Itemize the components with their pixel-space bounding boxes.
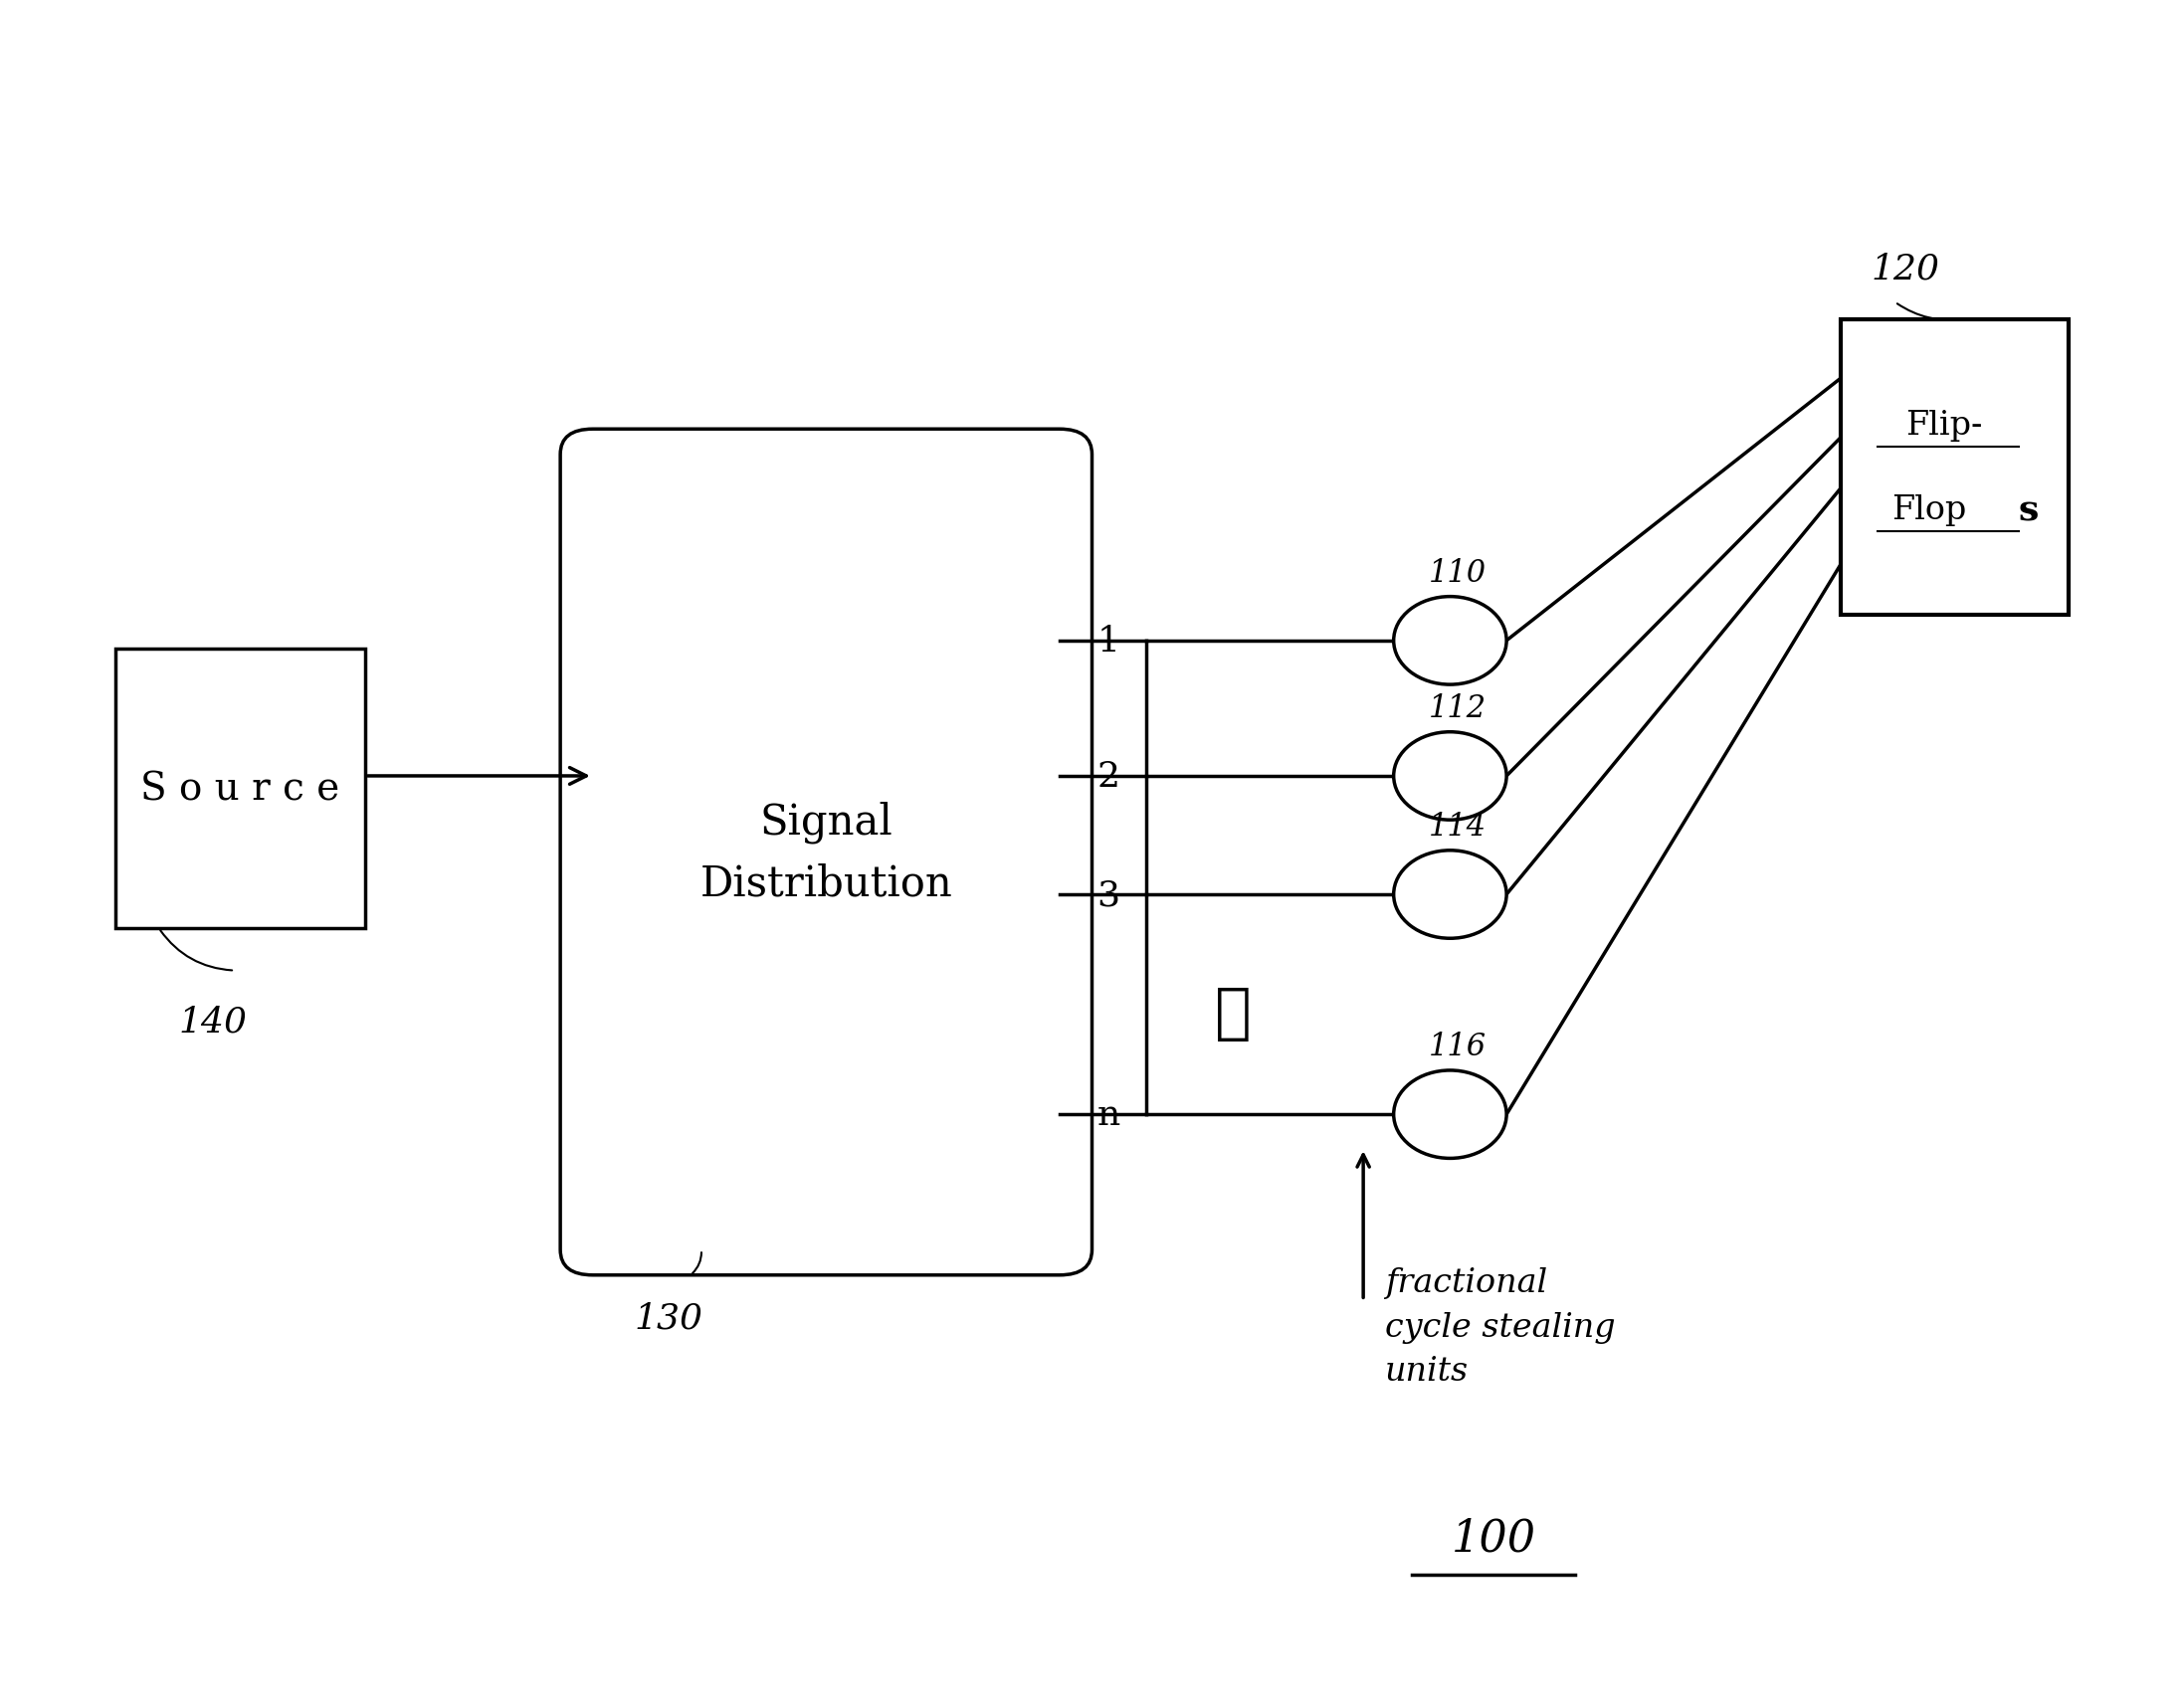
Text: S o u r c e: S o u r c e (140, 771, 341, 808)
Circle shape (1393, 851, 1507, 939)
Text: 110: 110 (1428, 558, 1485, 588)
Text: 120: 120 (1872, 252, 1939, 286)
FancyBboxPatch shape (1841, 321, 2068, 616)
FancyBboxPatch shape (561, 430, 1092, 1275)
Text: 1: 1 (1096, 624, 1120, 658)
Text: 130: 130 (636, 1301, 703, 1335)
Text: 112: 112 (1428, 694, 1485, 725)
Circle shape (1393, 597, 1507, 685)
Text: 116: 116 (1428, 1032, 1485, 1062)
Text: Flop: Flop (1891, 494, 1966, 525)
FancyBboxPatch shape (116, 650, 365, 929)
Circle shape (1393, 1071, 1507, 1159)
Text: fractional
cycle stealing
units: fractional cycle stealing units (1385, 1267, 1616, 1388)
Text: Signal
Distribution: Signal Distribution (699, 801, 952, 904)
Text: 114: 114 (1428, 812, 1485, 842)
Text: n: n (1096, 1098, 1120, 1132)
Text: 140: 140 (179, 1004, 247, 1038)
Text: 2: 2 (1096, 759, 1120, 793)
Text: s: s (2018, 493, 2040, 527)
Text: 100: 100 (1450, 1516, 1535, 1558)
Text: 3: 3 (1096, 878, 1120, 912)
Circle shape (1393, 733, 1507, 820)
Text: Flip-: Flip- (1904, 409, 1983, 442)
Text: ⋮: ⋮ (1214, 984, 1251, 1043)
